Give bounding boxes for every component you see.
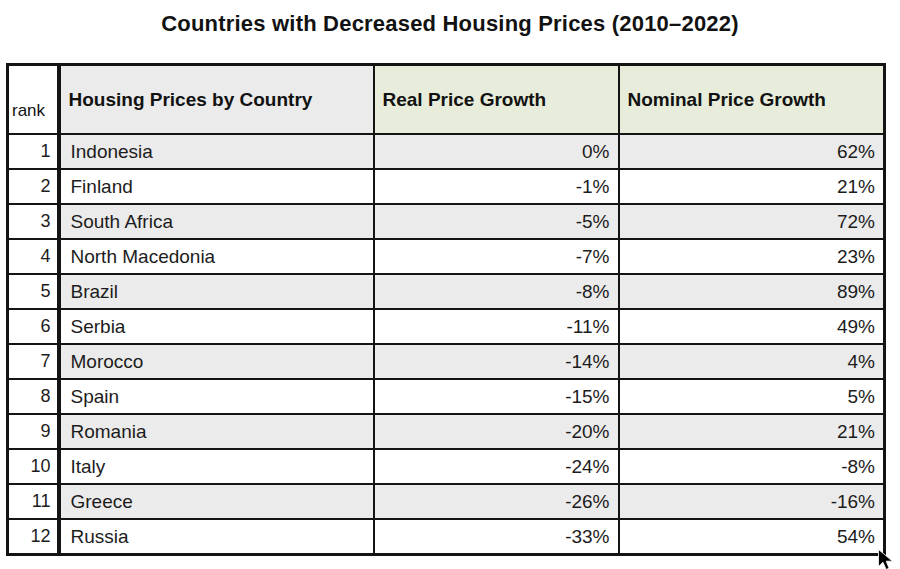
real-price-cell: -7% — [374, 239, 619, 274]
rank-cell: 3 — [8, 204, 59, 239]
rank-cell: 10 — [8, 449, 59, 484]
nominal-price-cell: 54% — [619, 519, 885, 555]
table-header: rank Housing Prices by Country Real Pric… — [8, 65, 885, 135]
page: Countries with Decreased Housing Prices … — [0, 0, 900, 569]
country-cell: Spain — [59, 379, 374, 414]
country-cell: Romania — [59, 414, 374, 449]
table-row: 7Morocco-14%4% — [8, 344, 885, 379]
table-row: 3South Africa-5%72% — [8, 204, 885, 239]
rank-cell: 5 — [8, 274, 59, 309]
country-cell: South Africa — [59, 204, 374, 239]
nominal-price-cell: 49% — [619, 309, 885, 344]
nominal-price-cell: 4% — [619, 344, 885, 379]
nominal-price-cell: 21% — [619, 414, 885, 449]
housing-prices-table: rank Housing Prices by Country Real Pric… — [6, 63, 886, 556]
nominal-price-cell: 62% — [619, 134, 885, 169]
rank-cell: 9 — [8, 414, 59, 449]
table-row: 2Finland-1%21% — [8, 169, 885, 204]
rank-cell: 1 — [8, 134, 59, 169]
table-row: 6Serbia-11%49% — [8, 309, 885, 344]
column-header-country: Housing Prices by Country — [59, 65, 374, 135]
real-price-cell: -8% — [374, 274, 619, 309]
rank-cell: 11 — [8, 484, 59, 519]
nominal-price-cell: 5% — [619, 379, 885, 414]
real-price-cell: 0% — [374, 134, 619, 169]
real-price-cell: -20% — [374, 414, 619, 449]
rank-cell: 12 — [8, 519, 59, 555]
nominal-price-cell: 21% — [619, 169, 885, 204]
real-price-cell: -1% — [374, 169, 619, 204]
real-price-cell: -24% — [374, 449, 619, 484]
nominal-price-cell: 89% — [619, 274, 885, 309]
real-price-cell: -11% — [374, 309, 619, 344]
table-body: 1Indonesia0%62%2Finland-1%21%3South Afri… — [8, 134, 885, 555]
table-header-row: rank Housing Prices by Country Real Pric… — [8, 65, 885, 135]
country-cell: Brazil — [59, 274, 374, 309]
real-price-cell: -26% — [374, 484, 619, 519]
real-price-cell: -14% — [374, 344, 619, 379]
nominal-price-cell: 72% — [619, 204, 885, 239]
table-row: 11Greece-26%-16% — [8, 484, 885, 519]
nominal-price-cell: 23% — [619, 239, 885, 274]
country-cell: Finland — [59, 169, 374, 204]
table-row: 8Spain-15%5% — [8, 379, 885, 414]
rank-cell: 7 — [8, 344, 59, 379]
table-row: 10Italy-24%-8% — [8, 449, 885, 484]
table-row: 4North Macedonia-7%23% — [8, 239, 885, 274]
column-header-real-price-growth: Real Price Growth — [374, 65, 619, 135]
real-price-cell: -5% — [374, 204, 619, 239]
real-price-cell: -15% — [374, 379, 619, 414]
column-header-rank: rank — [8, 65, 59, 135]
table-row: 1Indonesia0%62% — [8, 134, 885, 169]
nominal-price-cell: -16% — [619, 484, 885, 519]
nominal-price-cell: -8% — [619, 449, 885, 484]
country-cell: Morocco — [59, 344, 374, 379]
page-title: Countries with Decreased Housing Prices … — [0, 11, 900, 37]
country-cell: North Macedonia — [59, 239, 374, 274]
table-row: 12Russia-33%54% — [8, 519, 885, 555]
column-header-nominal-price-growth: Nominal Price Growth — [619, 65, 885, 135]
real-price-cell: -33% — [374, 519, 619, 555]
rank-cell: 2 — [8, 169, 59, 204]
rank-cell: 8 — [8, 379, 59, 414]
country-cell: Italy — [59, 449, 374, 484]
rank-cell: 6 — [8, 309, 59, 344]
table-row: 9Romania-20%21% — [8, 414, 885, 449]
country-cell: Greece — [59, 484, 374, 519]
rank-cell: 4 — [8, 239, 59, 274]
table-row: 5Brazil-8%89% — [8, 274, 885, 309]
country-cell: Russia — [59, 519, 374, 555]
country-cell: Indonesia — [59, 134, 374, 169]
country-cell: Serbia — [59, 309, 374, 344]
